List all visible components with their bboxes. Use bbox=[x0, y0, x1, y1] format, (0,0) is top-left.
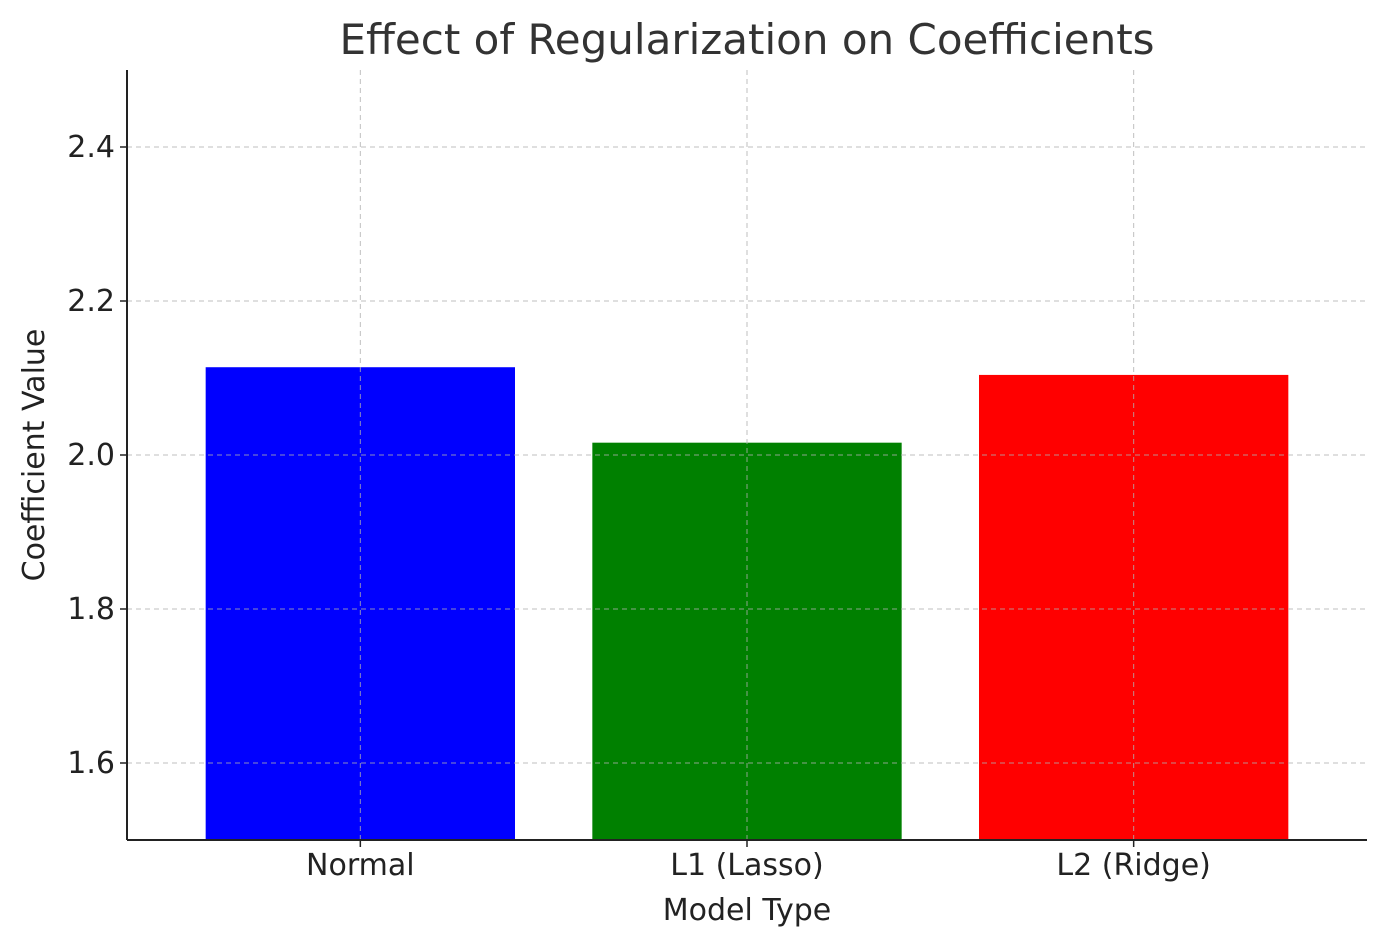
x-tick-label: L2 (Ridge) bbox=[1056, 848, 1210, 883]
y-axis-title: Coefficient Value bbox=[17, 329, 52, 582]
x-axis-title: Model Type bbox=[663, 893, 832, 928]
chart-title: Effect of Regularization on Coefficients bbox=[339, 15, 1154, 64]
grid bbox=[127, 70, 1367, 840]
y-tick-label: 1.6 bbox=[67, 746, 115, 781]
ticks: 1.6 1.8 2.0 2.2 2.4 Normal L1 (Lasso) L2 (Ridge… bbox=[67, 130, 1211, 883]
y-tick-label: 1.8 bbox=[67, 592, 115, 627]
x-tick-label: Normal bbox=[306, 848, 415, 883]
y-tick-label: 2.2 bbox=[67, 284, 115, 319]
y-tick-label: 2.0 bbox=[67, 438, 115, 473]
x-tick-label: L1 (Lasso) bbox=[670, 848, 823, 883]
y-tick-label: 2.4 bbox=[67, 130, 115, 165]
bar-2 bbox=[979, 374, 1289, 840]
